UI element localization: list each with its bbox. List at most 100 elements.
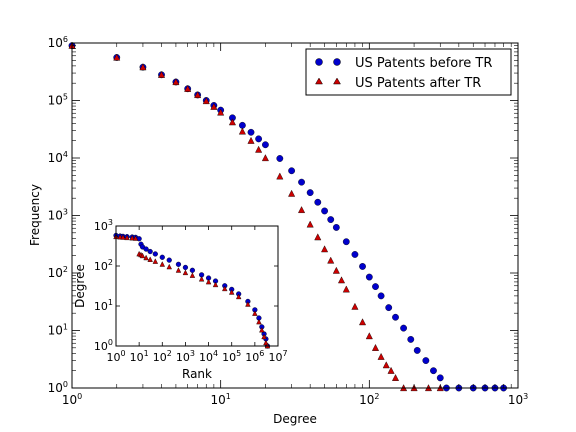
main-y-tick-label: 105	[48, 93, 68, 108]
main-point-before	[372, 283, 379, 290]
main-point-after	[217, 108, 225, 116]
main-point-after	[321, 245, 329, 253]
inset-point-after	[198, 276, 205, 282]
inset-y-tick-label: 103	[94, 218, 113, 233]
inset-point-after	[143, 254, 149, 261]
main-point-before	[392, 313, 399, 321]
legend-label-before: US Patents before TR	[355, 56, 492, 71]
inset-point-after	[256, 318, 262, 325]
inset-y-tick-label: 102	[94, 258, 113, 273]
inset-x-tick-label: 104	[199, 349, 218, 364]
main-x-tick-label: 101	[210, 392, 230, 407]
inset-point-after	[147, 256, 153, 262]
main-point-before	[255, 135, 263, 143]
main-point-after	[371, 343, 380, 351]
main-y-tick-label: 104	[48, 150, 68, 165]
inset-x-tick-label: 106	[245, 349, 264, 364]
main-point-after	[382, 361, 390, 369]
legend-box	[305, 48, 512, 96]
main-point-after	[365, 332, 373, 340]
main-x-tick-label: 102	[359, 392, 379, 407]
inset-x-tick-label: 105	[222, 349, 241, 364]
main-point-before	[377, 292, 385, 300]
inset-point-after	[189, 272, 196, 278]
main-point-after	[351, 302, 359, 310]
main-point-before	[276, 155, 284, 162]
inset-y-axis-label: Degree	[73, 264, 87, 308]
main-point-before	[288, 167, 295, 175]
main-point-before	[351, 251, 359, 258]
main-point-before	[314, 198, 322, 206]
inset-point-after	[261, 333, 267, 340]
inset-point-before	[159, 254, 165, 260]
main-point-after	[342, 285, 350, 293]
legend-marker-after	[315, 77, 323, 85]
main-point-after	[314, 233, 322, 241]
main-x-axis-label: Degree	[273, 412, 317, 426]
inset-point-after	[175, 267, 182, 273]
main-plot-frame	[71, 42, 519, 389]
main-y-tick-label: 102	[48, 265, 68, 280]
inset-point-before	[166, 257, 172, 263]
main-ticks-group: 100 101 102 103 100 101 102 103 104 105 106	[48, 35, 529, 407]
main-point-before	[436, 374, 444, 382]
main-point-after	[306, 220, 314, 228]
inset-point-after	[245, 301, 251, 307]
inset-plot: 100 101 102 103 104 105 106 107 100 101 102 103 Ran…	[73, 218, 288, 381]
main-point-after	[327, 256, 335, 264]
inset-y-tick-label: 101	[94, 298, 113, 313]
main-point-after	[247, 136, 255, 144]
inset-point-after	[129, 234, 135, 241]
main-point-before	[413, 347, 421, 354]
main-point-after	[194, 91, 202, 99]
main-point-after	[228, 118, 236, 126]
inset-point-after	[152, 258, 159, 264]
inset-y-tick-label: 100	[94, 338, 113, 353]
main-point-after	[157, 70, 166, 78]
inset-point-after	[139, 252, 146, 259]
inset-point-before	[182, 264, 189, 271]
inset-point-before	[152, 251, 158, 257]
main-point-after	[238, 127, 246, 135]
inset-point-after	[212, 281, 219, 288]
main-point-after	[113, 53, 121, 61]
main-point-after	[139, 63, 147, 71]
main-point-after	[377, 352, 385, 360]
main-point-after	[288, 189, 296, 197]
main-point-after	[391, 374, 400, 381]
inset-point-after	[124, 234, 130, 241]
main-point-after	[276, 172, 284, 180]
main-point-after	[337, 276, 346, 284]
main-y-axis-label: Frequency	[28, 184, 42, 246]
inset-point-before	[189, 267, 196, 273]
inset-point-after	[252, 310, 258, 316]
main-point-after	[359, 318, 367, 326]
main-point-before	[385, 304, 393, 312]
inset-point-after	[132, 235, 139, 241]
main-y-tick-label: 106	[48, 35, 68, 50]
main-point-after	[184, 84, 192, 92]
inset-x-axis-label: Rank	[182, 367, 212, 381]
main-point-before	[407, 336, 415, 343]
inset-point-after	[120, 234, 126, 240]
main-y-tick-label: 101	[48, 323, 68, 338]
main-point-before	[422, 357, 430, 364]
main-point-before	[306, 189, 314, 197]
legend-marker-before	[333, 58, 341, 66]
main-point-after	[255, 145, 263, 153]
inset-ticks-group: 100 101 102 103 104 105 106 107 100 101 102 103	[94, 218, 288, 364]
legend-marker-before	[315, 58, 323, 66]
main-y-tick-label: 100	[48, 380, 68, 395]
main-point-before	[342, 238, 350, 246]
legend-marker-after	[333, 77, 341, 85]
inset-plot-frame	[115, 225, 279, 347]
main-point-after	[172, 78, 180, 86]
main-point-before	[430, 367, 437, 375]
inset-x-tick-label: 103	[176, 349, 195, 364]
main-x-tick-label: 103	[508, 392, 528, 407]
main-point-after	[261, 154, 269, 162]
inset-x-tick-label: 100	[106, 349, 125, 364]
main-point-after	[202, 97, 210, 105]
main-point-before	[400, 324, 407, 332]
